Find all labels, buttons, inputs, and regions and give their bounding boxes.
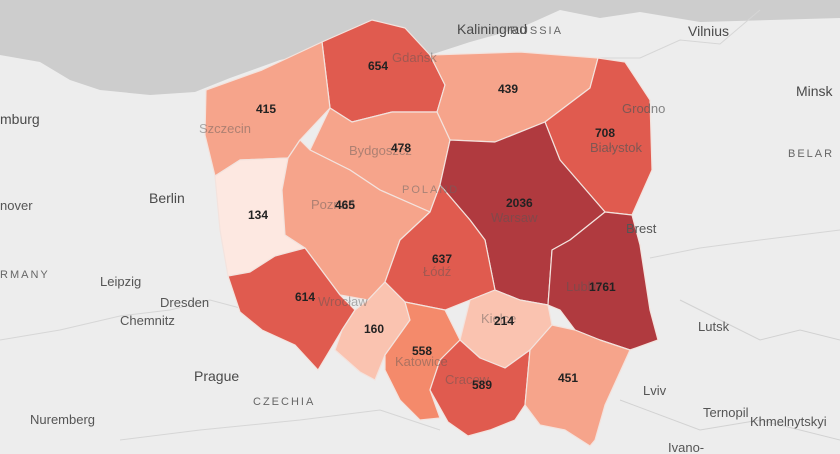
value-podlaskie: 708 (595, 126, 615, 140)
label-nuremberg: Nuremberg (30, 412, 95, 427)
label-russia: RUSSIA (510, 25, 563, 37)
border-belarus-ukraine (649, 229, 840, 259)
value-warminsko-mazurskie: 439 (498, 82, 518, 96)
value-lubelskie: 1761 (589, 280, 616, 294)
region-malopolskie[interactable] (429, 339, 531, 437)
value-pomorskie: 654 (368, 59, 388, 73)
value-dolnoslaskie: 614 (295, 290, 315, 304)
label-szczecin: Szczecin (199, 121, 251, 136)
label-lodz: Łódź (423, 264, 451, 279)
value-zachodniopomorskie: 415 (256, 102, 276, 116)
region-slaskie[interactable] (384, 301, 461, 421)
label-brest: Brest (626, 221, 657, 236)
value-opolskie: 160 (364, 322, 384, 336)
label-hanover: nover (0, 198, 33, 213)
label-chemnitz: Chemnitz (120, 313, 175, 328)
label-poland: POLAND (402, 184, 459, 196)
value-labels: 654 439 415 478 708 134 465 2036 637 176… (248, 59, 616, 392)
label-grodno: Grodno (622, 101, 665, 116)
region-podkarpackie[interactable] (524, 324, 631, 447)
river-south (619, 399, 840, 441)
label-katowice: Katowice (395, 354, 448, 369)
label-minsk: Minsk (796, 83, 834, 99)
label-wroclaw: Wrocław (318, 294, 368, 309)
label-leipzig: Leipzig (100, 274, 141, 289)
value-slaskie: 558 (412, 344, 432, 358)
label-bialystok: Białystok (590, 140, 643, 155)
label-kaliningrad: Kaliningrad (457, 21, 527, 37)
regions-layer (204, 19, 659, 447)
value-mazowieckie: 2036 (506, 196, 533, 210)
label-belarus: BELAR (788, 148, 834, 160)
border-czechia-south (119, 409, 441, 441)
border-lithuania-belarus (598, 9, 761, 59)
label-vilnius: Vilnius (688, 23, 729, 39)
label-hamburg: mburg (0, 111, 40, 127)
label-bydgoszcz: Bydgoszcz (349, 143, 412, 158)
label-khmelnytskyi: Khmelnytskyi (750, 414, 827, 429)
label-poznan: Poznań (311, 197, 355, 212)
place-labels: Kaliningrad RUSSIA Vilnius Minsk BELAR m… (0, 21, 834, 454)
value-malopolskie: 589 (472, 378, 492, 392)
river-east (679, 299, 840, 341)
value-wielkopolskie: 465 (335, 198, 355, 212)
label-czechia: CZECHIA (253, 396, 315, 408)
label-lviv: Lviv (643, 383, 667, 398)
label-germany: RMANY (0, 269, 50, 281)
value-lubuskie: 134 (248, 208, 268, 222)
label-lublin: Lublin (566, 279, 601, 294)
label-ternopil: Ternopil (703, 405, 749, 420)
label-krakow: Cracow (445, 372, 490, 387)
border-germany-czechia (0, 299, 241, 341)
label-berlin: Berlin (149, 190, 185, 206)
label-kielce: Kielce (481, 311, 516, 326)
label-prague: Prague (194, 368, 239, 384)
value-lodzkie: 637 (432, 252, 452, 266)
label-dresden: Dresden (160, 295, 209, 310)
label-lutsk: Lutsk (698, 319, 730, 334)
label-ivano: Ivano- (668, 440, 704, 454)
region-lubelskie[interactable] (547, 211, 659, 351)
value-swietokrzyskie: 214 (494, 314, 514, 328)
value-kujawsko-pomorskie: 478 (391, 141, 411, 155)
label-warsaw: Warsaw (491, 210, 538, 225)
label-gdansk: Gdańsk (392, 50, 437, 65)
value-podkarpackie: 451 (558, 371, 578, 385)
